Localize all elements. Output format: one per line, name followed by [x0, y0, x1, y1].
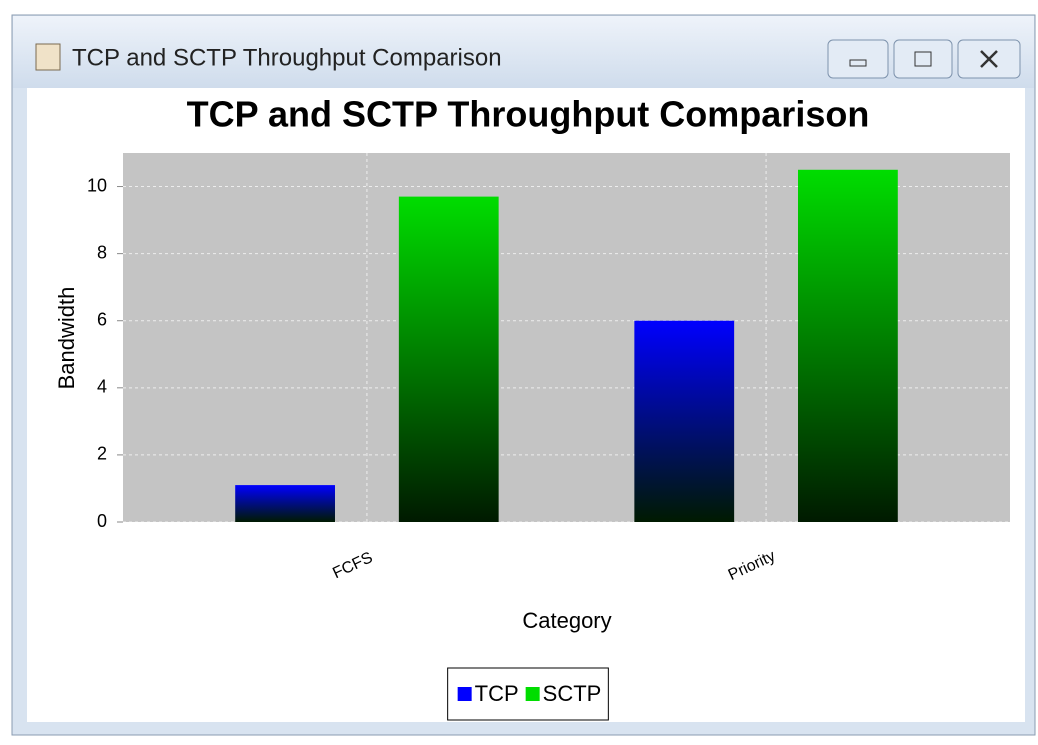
legend-label: SCTP: [543, 681, 602, 706]
y-tick-label: 6: [97, 309, 107, 329]
app-icon: [35, 43, 61, 71]
minimize-icon: [849, 59, 867, 67]
window-title: TCP and SCTP Throughput Comparison: [72, 44, 502, 71]
minimize-button[interactable]: [827, 39, 889, 79]
bar: [398, 196, 499, 523]
y-tick-label: 2: [97, 444, 107, 464]
bar: [235, 485, 335, 522]
y-tick-label: 10: [87, 175, 107, 195]
chart-title: TCP and SCTP Throughput Comparison: [187, 94, 870, 135]
legend-swatch: [457, 687, 472, 701]
y-axis-label: Bandwidth: [54, 287, 79, 390]
maximize-icon: [914, 51, 932, 67]
legend: TCP SCTP: [447, 667, 609, 721]
bar: [798, 169, 898, 523]
maximize-button[interactable]: [893, 39, 953, 79]
y-tick-label: 8: [97, 242, 107, 262]
y-tick-label: 0: [97, 511, 107, 531]
legend-label: TCP: [475, 681, 519, 706]
bar: [634, 320, 735, 522]
legend-swatch: [525, 687, 540, 701]
y-tick-label: 4: [97, 377, 107, 397]
x-axis-label: Category: [522, 608, 611, 633]
close-icon: [980, 50, 998, 68]
